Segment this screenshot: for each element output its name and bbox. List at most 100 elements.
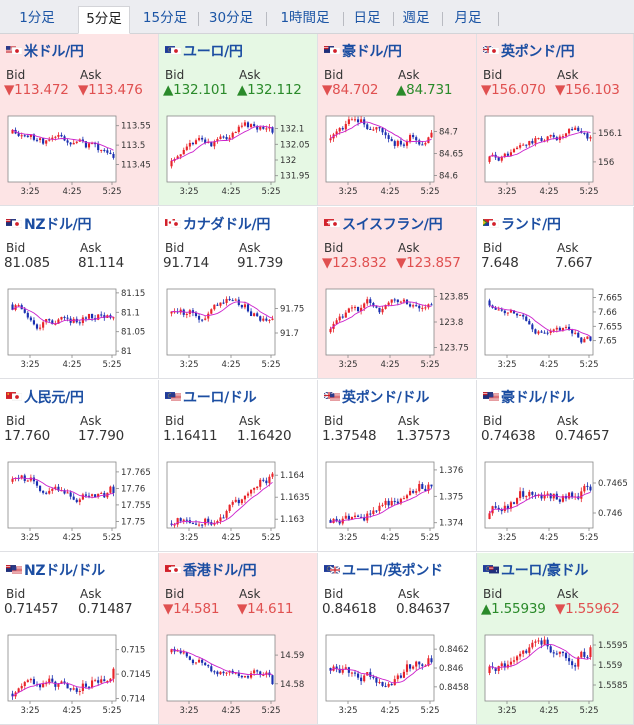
candlestick-chart[interactable]: 132.1 132.05 132 131.95 3:25 4:25 5:25 bbox=[163, 108, 313, 198]
candlestick-chart[interactable]: 123.85 123.8 123.75 3:25 4:25 5:25 bbox=[322, 281, 472, 371]
candlestick-chart[interactable]: 1.5595 1.559 1.5585 3:25 4:25 5:25 bbox=[481, 627, 631, 717]
candlestick-chart[interactable]: 7.665 7.66 7.655 7.65 3:25 4:25 5:25 bbox=[481, 281, 631, 371]
currency-pair-card[interactable]: ユーロ/英ポンド Bid Ask 0.84618 0.84637 0.8462 0.846 0… bbox=[318, 553, 477, 725]
currency-pair-card[interactable]: ユーロ/円 Bid Ask ▲132.101 ▲132.112 132.1 132.05 13… bbox=[159, 34, 318, 206]
candle-body bbox=[29, 679, 32, 681]
pair-name-link[interactable]: ユーロ/豪ドル bbox=[501, 563, 589, 579]
currency-pair-card[interactable]: NZドル/ドル Bid Ask 0.71457 0.71487 0.715 0.7145 0.… bbox=[0, 553, 159, 725]
candlestick-chart[interactable]: 156.1 156 3:25 4:25 5:25 bbox=[481, 108, 631, 198]
bid-label: Bid bbox=[165, 587, 185, 601]
pair-name-link[interactable]: 香港ドル/円 bbox=[183, 563, 257, 579]
candle-body bbox=[372, 129, 375, 131]
tab-monthly[interactable]: 月足 bbox=[454, 10, 482, 26]
tab-30min[interactable]: 30分足 bbox=[208, 10, 254, 26]
candle-body bbox=[424, 143, 427, 145]
y-tick-label: 1.375 bbox=[439, 492, 463, 502]
pair-name-link[interactable]: ユーロ/円 bbox=[183, 44, 243, 60]
candle-body bbox=[522, 650, 525, 654]
candle-body bbox=[344, 667, 347, 669]
x-tick-label: 5:25 bbox=[579, 187, 598, 197]
pair-name-link[interactable]: 豪ドル/ドル bbox=[501, 390, 575, 406]
candle-body bbox=[246, 122, 250, 128]
y-tick-label: 84.7 bbox=[439, 127, 458, 137]
ask-value: 81.114 bbox=[78, 255, 125, 271]
candlestick-chart[interactable]: 113.55 113.5 113.45 3:25 4:25 5:25 bbox=[4, 108, 154, 198]
candle-body bbox=[567, 658, 571, 662]
candle-body bbox=[558, 651, 561, 654]
us-flag-icon bbox=[12, 566, 22, 574]
tab-daily[interactable]: 日足 bbox=[353, 10, 381, 26]
candlestick-chart[interactable]: 0.8462 0.846 0.8458 3:25 4:25 5:25 bbox=[322, 627, 472, 717]
ask-label: Ask bbox=[80, 587, 102, 601]
candlestick-chart[interactable]: 91.75 91.7 3:25 4:25 5:25 bbox=[163, 281, 313, 371]
x-tick-label: 5:25 bbox=[102, 360, 121, 370]
pair-name-link[interactable]: ユーロ/英ポンド bbox=[342, 563, 443, 579]
currency-pair-card[interactable]: カナダドル/円 Bid Ask 91.714 91.739 91.75 91.7 3:25 4:… bbox=[159, 207, 318, 379]
candle-body bbox=[81, 317, 84, 324]
candle-body bbox=[210, 141, 213, 147]
bid-label: Bid bbox=[165, 241, 185, 255]
candlestick-chart[interactable]: 81.15 81.1 81.05 81 3:25 4:25 5:25 bbox=[4, 281, 154, 371]
currency-pair-card[interactable]: 英ポンド/円 Bid Ask ▼156.070 ▼156.103 156.1 156 3:25… bbox=[477, 34, 634, 206]
currency-pair-card[interactable]: NZドル/円 Bid Ask 81.085 81.114 81.15 81.1 81.05 81… bbox=[0, 207, 159, 379]
currency-pair-card[interactable]: ユーロ/ドル Bid Ask 1.16411 1.16420 1.164 1.1635 1.1… bbox=[159, 380, 318, 552]
y-tick-label: 1.163 bbox=[280, 515, 304, 525]
tab-15min[interactable]: 15分足 bbox=[142, 10, 188, 26]
candle-body bbox=[549, 646, 552, 653]
candlestick-chart[interactable]: 84.7 84.65 84.6 3:25 4:25 5:25 bbox=[322, 108, 472, 198]
candle-body bbox=[54, 681, 57, 687]
tab-1hour[interactable]: 1時間足 bbox=[280, 10, 330, 26]
pair-name-link[interactable]: NZドル/円 bbox=[24, 217, 92, 233]
tab-5min[interactable]: 5分足 bbox=[78, 6, 130, 34]
candle-body bbox=[213, 523, 216, 525]
candle-body bbox=[540, 138, 543, 141]
pair-name-link[interactable]: カナダドル/円 bbox=[183, 217, 271, 233]
currency-pair-card[interactable]: 香港ドル/円 Bid Ask ▼14.581 ▼14.611 14.59 14.58 3:25… bbox=[159, 553, 318, 725]
candlestick-chart[interactable]: 1.164 1.1635 1.163 3:25 4:25 5:25 bbox=[163, 454, 313, 544]
pair-name-link[interactable]: 豪ドル/円 bbox=[342, 44, 402, 60]
currency-pair-card[interactable]: スイスフラン/円 Bid Ask ▼123.832 ▼123.857 123.85 123.… bbox=[318, 207, 477, 379]
pair-name-link[interactable]: NZドル/ドル bbox=[24, 563, 105, 579]
pair-name-link[interactable]: ランド/円 bbox=[501, 217, 561, 233]
currency-pair-card[interactable]: 人民元/円 Bid Ask 17.760 17.790 17.765 17.76 17.755… bbox=[0, 380, 159, 552]
candle-body bbox=[204, 662, 207, 666]
currency-pair-card[interactable]: 米ドル/円 Bid Ask ▼113.472 ▼113.476 113.55 113.5 11… bbox=[0, 34, 159, 206]
candle-body bbox=[109, 152, 112, 154]
currency-pair-card[interactable]: 豪ドル/ドル Bid Ask 0.74638 0.74657 0.7465 0.746 3:2… bbox=[477, 380, 634, 552]
candlestick-chart[interactable]: 0.715 0.7145 0.714 3:25 4:25 5:25 bbox=[4, 627, 154, 717]
currency-pair-card[interactable]: ユーロ/豪ドル Bid Ask ▲1.55939 ▼1.55962 1.5595 1.559… bbox=[477, 553, 634, 725]
candle-body bbox=[586, 336, 589, 339]
tab-separator bbox=[198, 12, 199, 26]
candle-body bbox=[253, 487, 256, 490]
candle-body bbox=[87, 313, 91, 319]
candle-body bbox=[338, 668, 341, 673]
candlestick-chart[interactable]: 1.376 1.375 1.374 3:25 4:25 5:25 bbox=[322, 454, 472, 544]
candle-body bbox=[179, 650, 182, 654]
currency-pair-card[interactable]: 英ポンド/ドル Bid Ask 1.37548 1.37573 1.376 1.375 1.3… bbox=[318, 380, 477, 552]
currency-pair-card[interactable]: ランド/円 Bid Ask 7.648 7.667 7.665 7.66 7.655 7.65 3… bbox=[477, 207, 634, 379]
pair-name-link[interactable]: 英ポンド/ドル bbox=[342, 390, 430, 406]
candle-body bbox=[216, 304, 219, 306]
pair-name-link[interactable]: スイスフラン/円 bbox=[342, 217, 443, 233]
candle-body bbox=[271, 473, 274, 477]
tab-1min[interactable]: 1分足 bbox=[19, 10, 55, 26]
candle-body bbox=[42, 138, 45, 144]
ask-value: ▼156.103 bbox=[555, 82, 620, 98]
currency-pair-card[interactable]: 豪ドル/円 Bid Ask ▼84.702 ▲84.731 84.7 84.65 84.6 3:… bbox=[318, 34, 477, 206]
candle-body bbox=[90, 313, 94, 319]
x-tick-label: 5:25 bbox=[420, 706, 439, 716]
candlestick-chart[interactable]: 14.59 14.58 3:25 4:25 5:25 bbox=[163, 627, 313, 717]
candle-body bbox=[210, 666, 213, 672]
candlestick-chart[interactable]: 0.7465 0.746 3:25 4:25 5:25 bbox=[481, 454, 631, 544]
pair-name-link[interactable]: 人民元/円 bbox=[24, 390, 84, 406]
tab-weekly[interactable]: 週足 bbox=[402, 10, 430, 26]
candle-body bbox=[210, 309, 213, 314]
candle-body bbox=[213, 671, 216, 673]
candlestick-chart[interactable]: 17.765 17.76 17.755 17.75 3:25 4:25 5:25 bbox=[4, 454, 154, 544]
pair-name-link[interactable]: 米ドル/円 bbox=[24, 44, 84, 60]
x-tick-label: 5:25 bbox=[261, 533, 280, 543]
pair-name-link[interactable]: 英ポンド/円 bbox=[501, 44, 575, 60]
za-flag-icon bbox=[483, 219, 493, 226]
candle-body bbox=[75, 688, 78, 692]
pair-name-link[interactable]: ユーロ/ドル bbox=[183, 390, 257, 406]
